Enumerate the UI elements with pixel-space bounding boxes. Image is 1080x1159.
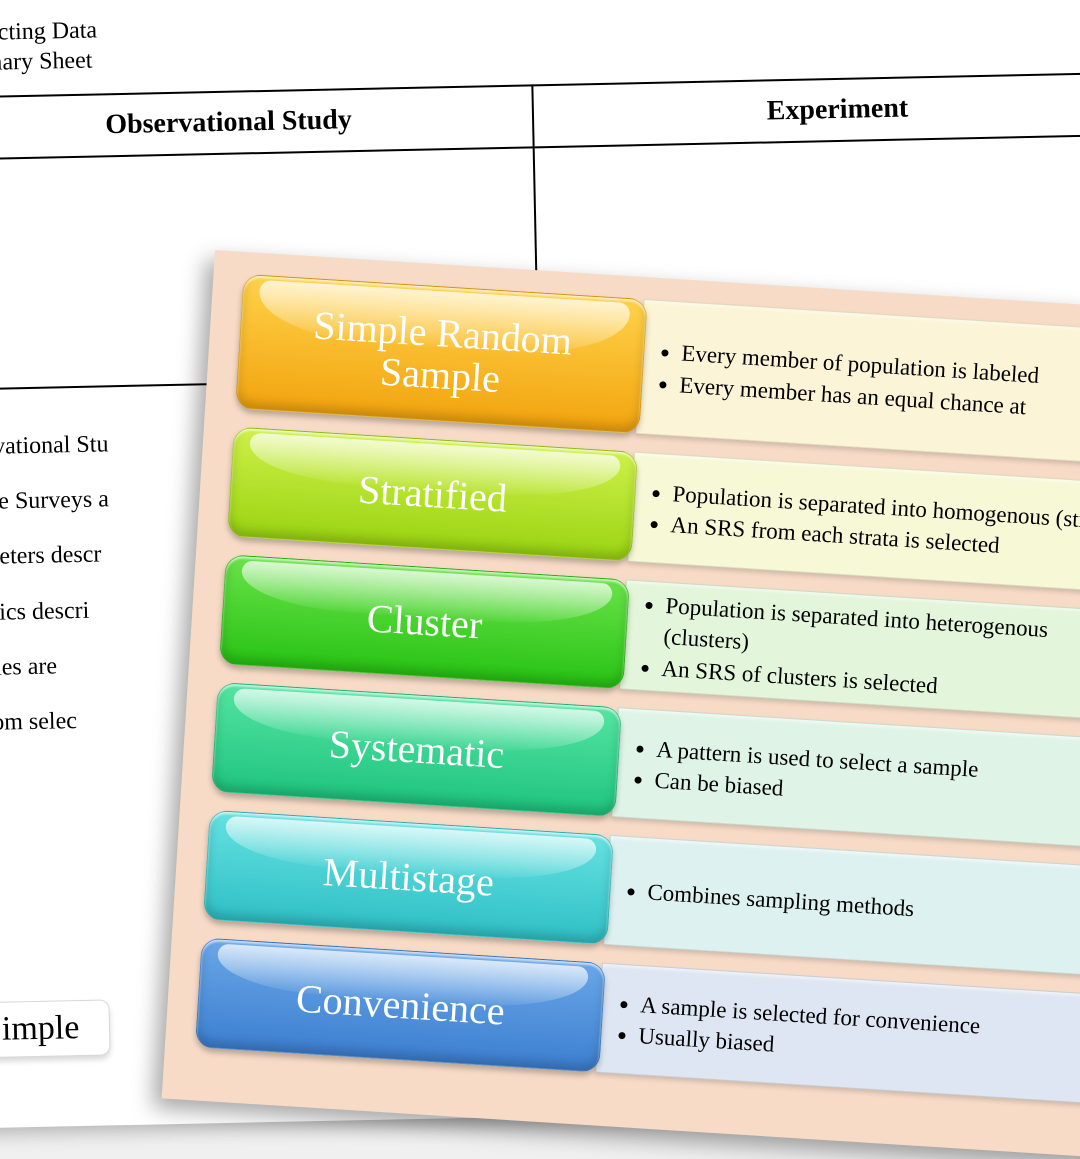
method-title: Multistage bbox=[322, 851, 495, 904]
table-header-experiment: Experiment bbox=[532, 73, 1080, 148]
method-description-panel: A pattern is used to select a sampleCan … bbox=[611, 707, 1080, 850]
sampling-methods-card: Simple Random Sample Every member of popu… bbox=[162, 250, 1080, 1159]
method-bullet-list: A pattern is used to select a sampleCan … bbox=[636, 733, 980, 816]
method-description-panel: Population is separated into homogenous … bbox=[627, 452, 1080, 595]
method-title: Stratified bbox=[357, 469, 508, 520]
method-pill: Systematic bbox=[211, 682, 622, 817]
tab-stub-simple: Simple bbox=[0, 999, 111, 1058]
method-bullet-list: Population is separated into heterogenou… bbox=[643, 589, 1080, 713]
method-pill: Cluster bbox=[219, 554, 630, 689]
method-title: Systematic bbox=[328, 723, 506, 776]
method-pill: Simple Random Sample bbox=[235, 274, 648, 434]
method-title: Simple Random Sample bbox=[252, 300, 632, 407]
method-description-panel: A sample is selected for convenienceUsua… bbox=[595, 963, 1080, 1106]
method-pill: Multistage bbox=[203, 810, 614, 945]
method-pill: Stratified bbox=[227, 427, 638, 562]
method-bullet-list: Every member of population is labeledEve… bbox=[661, 337, 1040, 423]
worksheet-header: 3: Collecting Data 3 Summary Sheet bbox=[0, 0, 1080, 79]
method-description-panel: Combines sampling methods bbox=[603, 835, 1080, 978]
method-title: Convenience bbox=[295, 978, 506, 1033]
method-bullet: Combines sampling methods bbox=[647, 877, 915, 925]
tab-stub-label: Simple bbox=[0, 1009, 80, 1048]
method-title: Cluster bbox=[366, 597, 484, 646]
method-bullet-list: A sample is selected for convenienceUsua… bbox=[620, 988, 982, 1072]
method-bullet-list: Population is separated into homogenous … bbox=[652, 477, 1080, 568]
method-description-panel: Every member of population is labeledEve… bbox=[635, 299, 1080, 467]
method-description-panel: Population is separated into heterogenou… bbox=[619, 579, 1080, 722]
method-bullet-list: Combines sampling methods bbox=[629, 876, 915, 925]
method-pill: Convenience bbox=[195, 938, 606, 1073]
